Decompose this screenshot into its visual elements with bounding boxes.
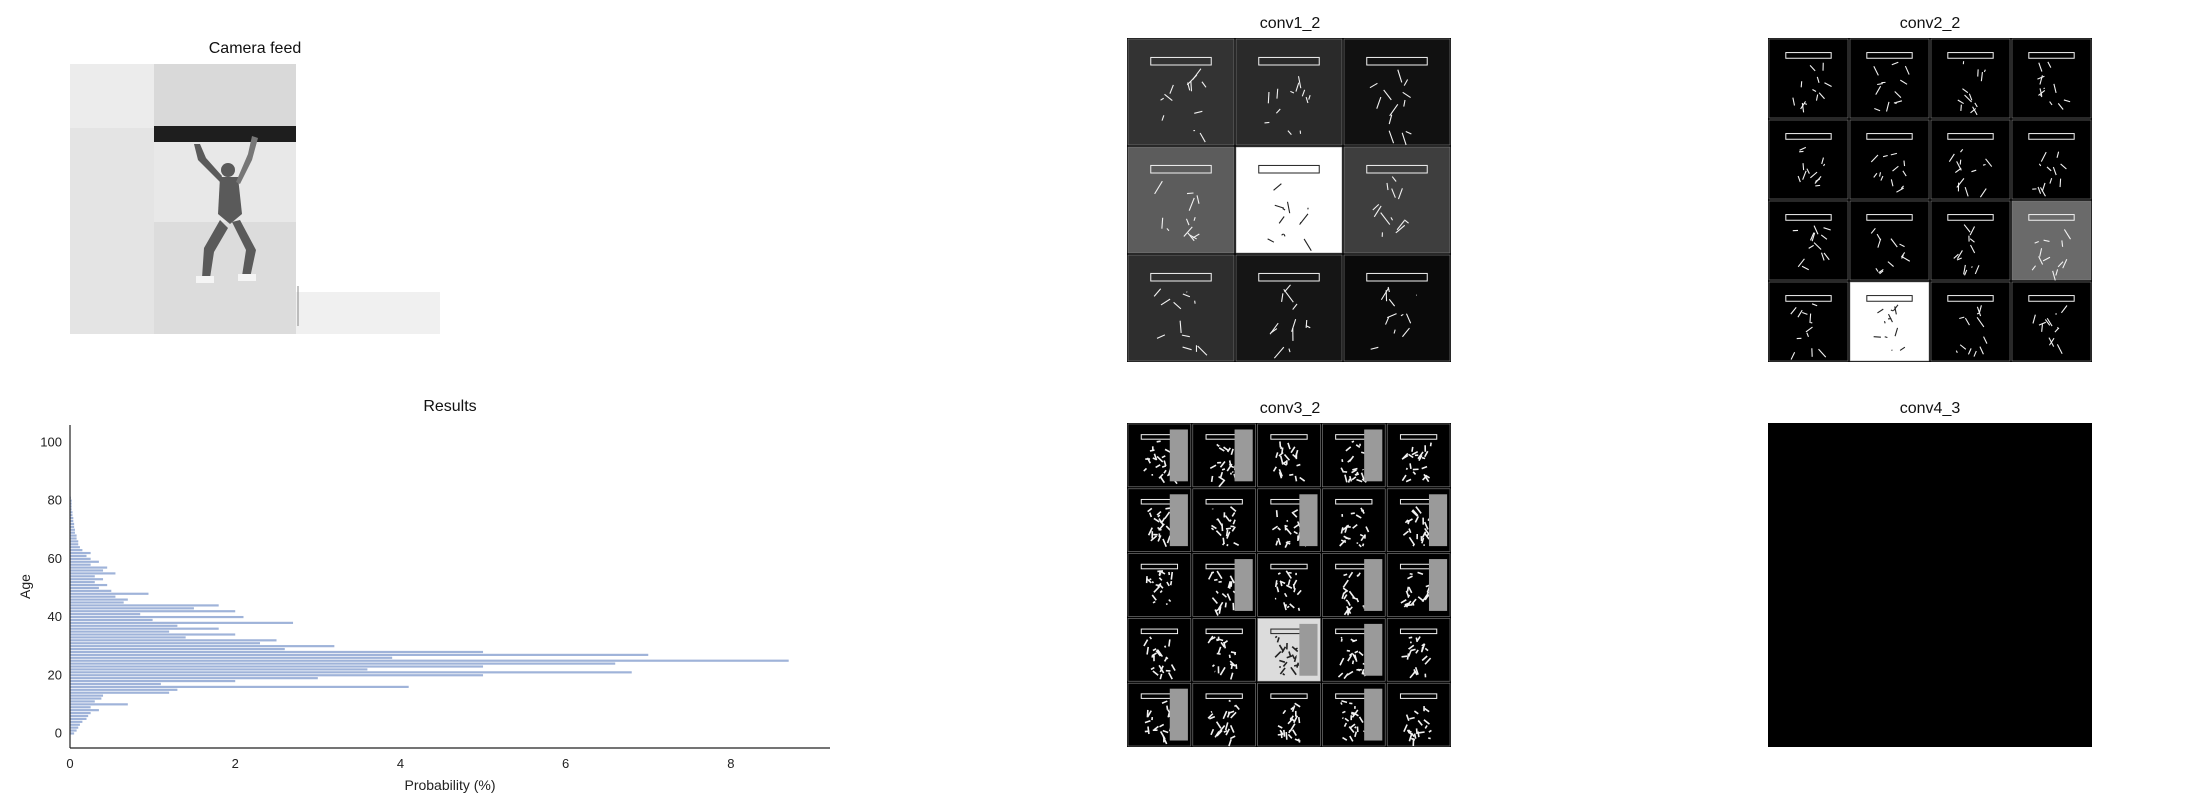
- y-tick-label: 20: [48, 667, 62, 682]
- conv4-3-title: conv4_3: [1870, 400, 1990, 418]
- age-bar: [70, 566, 107, 568]
- age-bar: [70, 607, 194, 609]
- age-bar: [70, 537, 77, 539]
- age-bar: [70, 546, 80, 548]
- age-bar: [70, 552, 91, 554]
- age-bar: [70, 651, 483, 653]
- y-tick-label: 60: [48, 551, 62, 566]
- age-bar: [70, 613, 140, 615]
- age-bar: [70, 599, 128, 601]
- age-bar: [70, 628, 219, 630]
- age-bar: [70, 587, 99, 589]
- age-bar: [70, 724, 80, 726]
- age-bar: [70, 668, 367, 670]
- age-bar: [70, 633, 235, 635]
- age-bar: [70, 584, 107, 586]
- x-tick-label: 8: [727, 756, 734, 771]
- age-bar: [70, 700, 95, 702]
- y-tick-label: 0: [55, 725, 62, 740]
- age-bar: [70, 593, 148, 595]
- age-bar: [70, 695, 103, 697]
- age-bar: [70, 549, 82, 551]
- age-bar: [70, 622, 293, 624]
- age-bar: [70, 665, 483, 667]
- conv2-2-feature-maps: [1768, 38, 2092, 362]
- age-bar: [70, 648, 285, 650]
- conv3-2-title: conv3_2: [1230, 400, 1350, 418]
- age-bar: [70, 636, 186, 638]
- age-bar: [70, 610, 235, 612]
- x-tick-label: 4: [397, 756, 404, 771]
- age-bar: [70, 697, 101, 699]
- y-tick-label: 100: [40, 434, 62, 449]
- x-tick-label: 0: [66, 756, 73, 771]
- age-bar: [70, 534, 77, 536]
- age-bar: [70, 657, 392, 659]
- x-tick-label: 6: [562, 756, 569, 771]
- conv1-2-title: conv1_2: [1230, 15, 1350, 33]
- age-bar: [70, 689, 177, 691]
- age-bar: [70, 639, 277, 641]
- age-bar: [70, 540, 78, 542]
- age-bar: [70, 523, 74, 525]
- age-bar: [70, 619, 153, 621]
- age-bar: [70, 575, 95, 577]
- age-bar: [70, 703, 128, 705]
- age-bar: [70, 532, 75, 534]
- age-bar: [70, 604, 219, 606]
- age-bar: [70, 529, 75, 531]
- age-bar: [70, 709, 99, 711]
- conv2-2-title: conv2_2: [1870, 15, 1990, 33]
- age-bar: [70, 625, 177, 627]
- age-bar: [70, 671, 632, 673]
- conv1-2-feature-maps: [1127, 38, 1451, 362]
- age-bar: [70, 721, 82, 723]
- age-bar: [70, 572, 115, 574]
- age-bar: [70, 590, 111, 592]
- conv4-3-feature-maps: [1768, 423, 2092, 747]
- age-bar: [70, 727, 78, 729]
- age-bar: [70, 680, 235, 682]
- y-tick-label: 40: [48, 609, 62, 624]
- camera-feed-image: [70, 64, 440, 334]
- age-bar: [70, 732, 74, 734]
- age-bar: [70, 712, 91, 714]
- age-bar: [70, 561, 99, 563]
- age-bar: [70, 596, 115, 598]
- age-bar: [70, 564, 91, 566]
- age-bar: [70, 581, 95, 583]
- age-bar: [70, 660, 789, 662]
- age-bar: [70, 729, 77, 731]
- age-bar: [70, 569, 103, 571]
- age-bar: [70, 616, 243, 618]
- age-bar: [70, 526, 74, 528]
- age-bar: [70, 558, 91, 560]
- camera-feed-title: Camera feed: [200, 40, 310, 58]
- age-bar: [70, 677, 318, 679]
- age-bar: [70, 601, 124, 603]
- age-bar: [70, 631, 169, 633]
- conv3-2-feature-maps: [1127, 423, 1451, 747]
- age-bar: [70, 706, 91, 708]
- age-bar: [70, 555, 87, 557]
- x-tick-label: 2: [232, 756, 239, 771]
- results-title: Results: [405, 398, 495, 416]
- age-bar: [70, 692, 169, 694]
- age-bar: [70, 686, 409, 688]
- age-bar: [70, 663, 615, 665]
- age-bar: [70, 715, 88, 717]
- age-bar: [70, 674, 483, 676]
- age-bar: [70, 654, 648, 656]
- y-axis-label: Age: [17, 574, 33, 599]
- age-bar: [70, 543, 78, 545]
- age-bar: [70, 645, 334, 647]
- age-bar: [70, 642, 260, 644]
- x-axis-label: Probability (%): [404, 777, 495, 793]
- age-bar: [70, 718, 87, 720]
- y-tick-label: 80: [48, 493, 62, 508]
- age-bar: [70, 683, 161, 685]
- age-bar: [70, 578, 103, 580]
